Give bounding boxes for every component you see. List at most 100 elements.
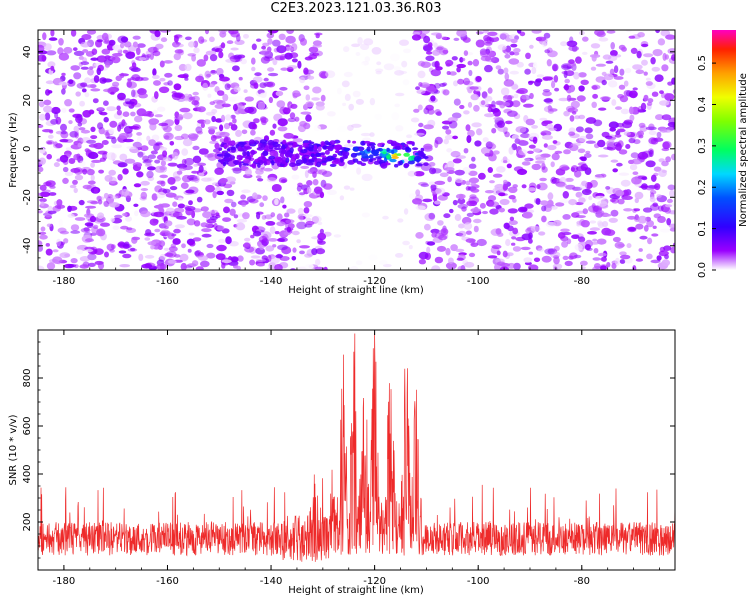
- spectrogram-cell: [616, 162, 623, 167]
- x-tick-label: -140: [260, 576, 283, 587]
- spectrogram-signal-cell: [344, 147, 350, 152]
- spectrogram-cell: [205, 184, 216, 193]
- spectrogram-cell: [665, 156, 671, 163]
- spectrogram-cell: [266, 32, 275, 39]
- spectrogram-signal-cell: [422, 156, 429, 159]
- spectrogram-cell: [278, 237, 288, 243]
- spectrogram-cell: [102, 152, 108, 160]
- spectrogram-cell: [136, 132, 143, 136]
- spectrogram-cell: [432, 194, 438, 202]
- spectrogram-cell: [643, 94, 649, 102]
- spectrogram-cell: [637, 215, 648, 224]
- spectrogram-cell: [542, 41, 547, 48]
- spectrogram-cell: [305, 101, 314, 108]
- spectrogram-cell: [540, 130, 552, 137]
- spectrogram-cell: [188, 232, 195, 236]
- spectrogram-cell: [663, 245, 672, 251]
- spectrogram-cell: [184, 77, 189, 81]
- spectrogram-cell: [182, 112, 193, 120]
- spectrogram-cell: [492, 173, 503, 178]
- spectrogram-cell: [169, 141, 175, 146]
- spectrogram-cell: [655, 114, 664, 121]
- spectrogram-cell: [453, 37, 460, 42]
- x-tick-label: -120: [363, 576, 386, 587]
- spectrogram-cell: [251, 57, 256, 65]
- spectrogram-cell: [578, 85, 585, 92]
- spectrogram-cell: [519, 31, 526, 37]
- spectrogram-cell: [543, 98, 553, 103]
- spectrogram-cell: [453, 80, 459, 87]
- spectrogram-cell: [546, 59, 552, 67]
- spectrogram-signal-cell: [231, 140, 236, 146]
- spectrogram-cell: [539, 177, 547, 182]
- spectrogram-cell: [276, 45, 287, 54]
- spectrogram-cell: [281, 107, 292, 113]
- spectrogram-cell: [68, 120, 73, 125]
- spectrogram-cell: [638, 122, 646, 128]
- spectrogram-cell: [84, 77, 92, 84]
- spectrogram-cell: [206, 73, 212, 78]
- spectrogram-cell: [196, 130, 203, 135]
- spectrogram-cell: [209, 70, 217, 75]
- spectrogram-cell: [502, 183, 508, 191]
- spectrogram-cell: [560, 166, 570, 171]
- spectrogram-signal-cell: [391, 140, 397, 145]
- spectrogram-cell: [428, 181, 437, 186]
- spectrogram-cell: [496, 250, 501, 256]
- spectrogram-cell: [306, 186, 312, 194]
- spectrogram-cell: [224, 83, 231, 91]
- spectrogram-cell: [120, 225, 129, 230]
- spectrogram-cell: [608, 217, 618, 223]
- spectrogram-cell: [475, 39, 485, 48]
- spectrogram-cell: [125, 101, 135, 105]
- spectrogram-cell: [70, 230, 81, 234]
- spectrogram-cell: [344, 93, 351, 101]
- spectrogram-cell: [343, 71, 353, 78]
- spectrogram-cell: [39, 184, 47, 191]
- spectrogram-cell: [630, 152, 639, 159]
- spectrogram-cell: [401, 60, 408, 68]
- spectrogram-ylabel: Frequency (Hz): [8, 112, 19, 188]
- spectrogram-signal-cell: [274, 160, 280, 164]
- spectrogram-cell: [269, 256, 280, 264]
- spectrogram-cell: [551, 80, 556, 89]
- spectrogram-cell: [269, 129, 276, 136]
- spectrogram-cell: [294, 116, 300, 122]
- spectrogram-cell: [38, 50, 48, 55]
- spectrogram-cell: [568, 255, 574, 260]
- spectrogram-cell: [230, 47, 239, 51]
- y-tick-label: -20: [22, 189, 33, 205]
- spectrogram-cell: [114, 214, 123, 219]
- spectrogram-cell: [436, 245, 447, 252]
- spectrogram-cell: [566, 40, 578, 47]
- spectrogram-cell: [352, 90, 361, 98]
- spectrogram-cell: [511, 84, 519, 90]
- spectrogram-cell: [645, 77, 651, 81]
- spectrogram-cell: [484, 55, 496, 63]
- spectrogram-cell: [397, 218, 404, 223]
- spectrogram-cell: [174, 35, 179, 43]
- spectrogram-cell: [643, 225, 649, 232]
- spectrogram-cell: [580, 260, 588, 266]
- spectrogram-cell: [270, 212, 276, 218]
- spectrogram-cell: [80, 227, 91, 233]
- spectrogram-cell: [511, 236, 517, 240]
- spectrogram-cell: [596, 210, 605, 217]
- spectrogram-cell: [125, 216, 132, 222]
- spectrogram-signal-cell: [269, 150, 278, 157]
- spectrogram-cell: [266, 177, 277, 183]
- spectrogram-cell: [250, 255, 261, 259]
- spectrogram-cell: [61, 88, 66, 95]
- spectrogram-cell: [243, 33, 249, 39]
- spectrogram-cell: [91, 159, 102, 163]
- spectrogram-cell: [91, 48, 98, 55]
- spectrogram-cell: [82, 168, 88, 175]
- spectrogram-cell: [165, 207, 175, 214]
- spectrogram-cell: [133, 183, 142, 188]
- spectrogram-cell: [281, 256, 289, 262]
- spectrogram-cell: [553, 219, 562, 227]
- spectrogram-cell: [471, 122, 482, 128]
- spectrogram-cell: [39, 191, 51, 197]
- spectrogram-cell: [671, 54, 675, 61]
- spectrogram-cell: [259, 82, 267, 89]
